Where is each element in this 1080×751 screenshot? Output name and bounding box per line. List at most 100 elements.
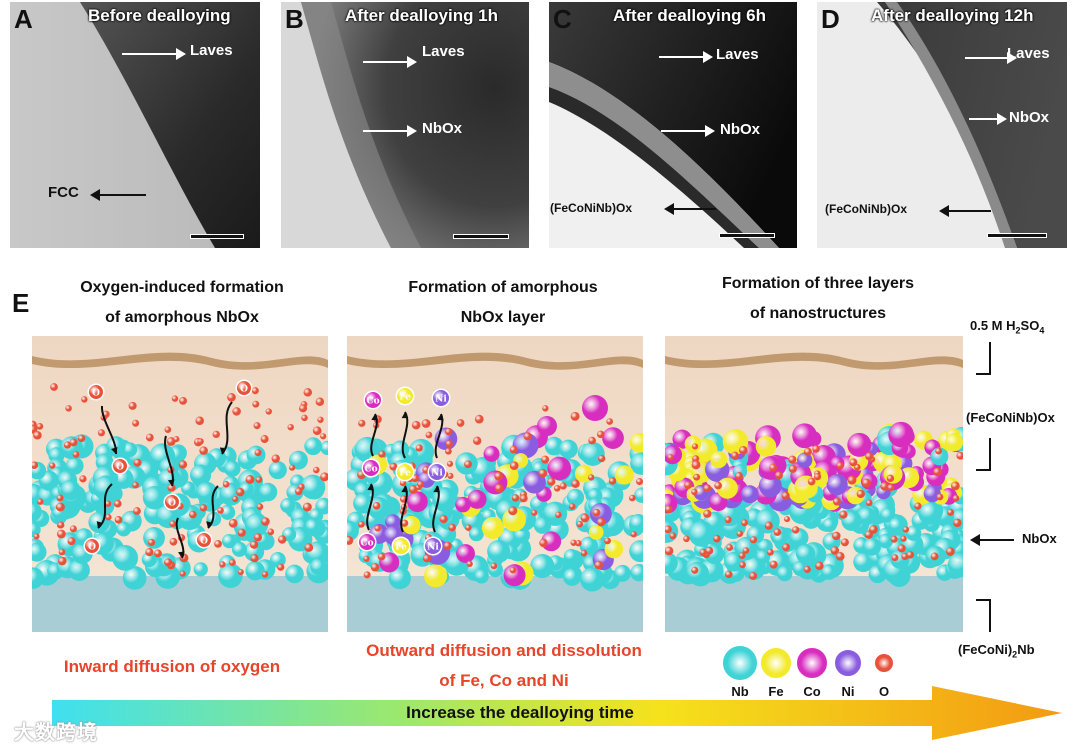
nb-atom	[821, 564, 837, 580]
oxygen-atom	[56, 529, 66, 539]
oxygen-atom	[849, 458, 858, 467]
arrow-nbox-b	[363, 125, 417, 137]
atom-label: Co	[366, 397, 379, 407]
nb-atom	[60, 479, 81, 500]
oxygen-atom	[538, 468, 548, 478]
oxygen-atom	[249, 540, 259, 549]
oxygen-atom	[320, 433, 327, 440]
substrate-region	[665, 576, 963, 632]
oxygen-atom	[494, 483, 504, 493]
nb-atom	[542, 501, 568, 526]
oxygen-atom	[97, 429, 106, 437]
oxygen-atom	[33, 430, 42, 440]
oxygen-atom	[782, 543, 790, 552]
oxygen-atom	[835, 551, 845, 561]
oxygen-atom	[571, 479, 580, 489]
annotation-feconinbox-c: (FeCoNiNb)Ox	[550, 201, 632, 215]
legend-label: O	[878, 684, 890, 699]
oxygen-atom	[222, 481, 230, 488]
nb-atom	[634, 487, 643, 503]
oxygen-atom	[596, 430, 605, 439]
oxygen-atom	[741, 519, 748, 527]
oxygen-atom	[832, 531, 841, 541]
oxide-layer-atom	[716, 477, 738, 499]
nb-atom	[141, 551, 157, 568]
bracket-outer-layer	[976, 438, 991, 471]
oxygen-atom	[914, 502, 922, 510]
oxygen-atom	[267, 528, 275, 536]
nb-atom	[347, 520, 359, 541]
oxygen-atom	[456, 419, 465, 427]
oxygen-atom	[389, 462, 398, 471]
nb-atom	[474, 568, 489, 584]
panel-title-b: After dealloying 1h	[345, 6, 499, 25]
oxygen-atom	[856, 489, 865, 499]
oxygen-atom	[169, 537, 178, 546]
nb-atom	[220, 504, 236, 520]
oxygen-atom	[195, 416, 204, 426]
oxygen-atom	[726, 544, 734, 551]
oxygen-atom	[947, 508, 955, 516]
labeled-atom	[237, 381, 251, 395]
nb-atom	[614, 564, 631, 582]
oxygen-atom	[154, 549, 162, 558]
oxygen-atom	[214, 539, 222, 548]
oxygen-atom	[104, 500, 112, 507]
nb-atom	[580, 567, 605, 592]
legend-label: Co	[803, 684, 821, 699]
nb-atom	[580, 441, 605, 466]
nb-atom	[32, 567, 44, 589]
nb-atom	[388, 567, 411, 590]
nb-atom	[310, 558, 327, 575]
oxygen-atom	[749, 536, 758, 544]
oxygen-atom	[81, 396, 88, 403]
oxygen-atom	[178, 460, 188, 469]
oxide-layer-atom	[945, 433, 963, 452]
tem-image-a	[10, 2, 260, 248]
labeled-atom	[397, 388, 413, 404]
atom-label: Fe	[399, 469, 411, 479]
legend-ball-icon	[797, 648, 827, 678]
nb-atom	[558, 439, 578, 459]
arrow-fcc-a	[90, 189, 146, 201]
oxygen-atom	[869, 525, 878, 534]
nb-atom	[112, 544, 139, 571]
oxygen-atom	[887, 483, 895, 492]
oxygen-atom	[861, 478, 871, 488]
oxygen-atom	[167, 483, 176, 492]
atom-label: Ni	[431, 469, 443, 479]
oxygen-atom	[212, 430, 220, 439]
atom-label: Ni	[427, 543, 439, 553]
oxygen-atom	[358, 520, 365, 528]
metal-atom	[541, 531, 562, 552]
panel-label-a: A	[14, 4, 33, 34]
surface-ribbon	[32, 352, 328, 370]
oxide-layer-atom	[797, 452, 813, 468]
oxygen-atom	[629, 494, 636, 502]
stage-1-illustration: O O O O O O	[32, 336, 328, 632]
oxygen-atom	[523, 432, 532, 441]
oxygen-atom	[447, 472, 454, 479]
stage-1-title: Oxygen-induced formation of amorphous NbO…	[80, 279, 284, 326]
oxide-layer-atom	[923, 485, 941, 503]
oxygen-atom	[254, 449, 262, 457]
panel-label-c: C	[553, 4, 572, 34]
oxygen-atom	[363, 571, 371, 579]
nb-atom	[795, 544, 816, 564]
oxygen-atom	[260, 435, 269, 444]
diffusion-arrow-head	[96, 521, 104, 528]
oxygen-atom	[253, 422, 261, 430]
oxygen-atom	[575, 540, 582, 547]
nb-atom	[305, 518, 321, 535]
oxygen-atom	[256, 503, 264, 510]
nb-atom	[157, 468, 182, 492]
arrow-laves-d	[965, 52, 1017, 64]
oxygen-atom	[699, 548, 707, 557]
diffusion-arrow-head	[401, 486, 409, 493]
oxide-layer-atom	[740, 485, 759, 504]
oxygen-atom	[261, 571, 269, 578]
oxygen-atom	[906, 551, 914, 559]
nb-atom	[300, 474, 326, 500]
nb-atom	[468, 526, 484, 542]
oxygen-atom	[250, 554, 259, 563]
